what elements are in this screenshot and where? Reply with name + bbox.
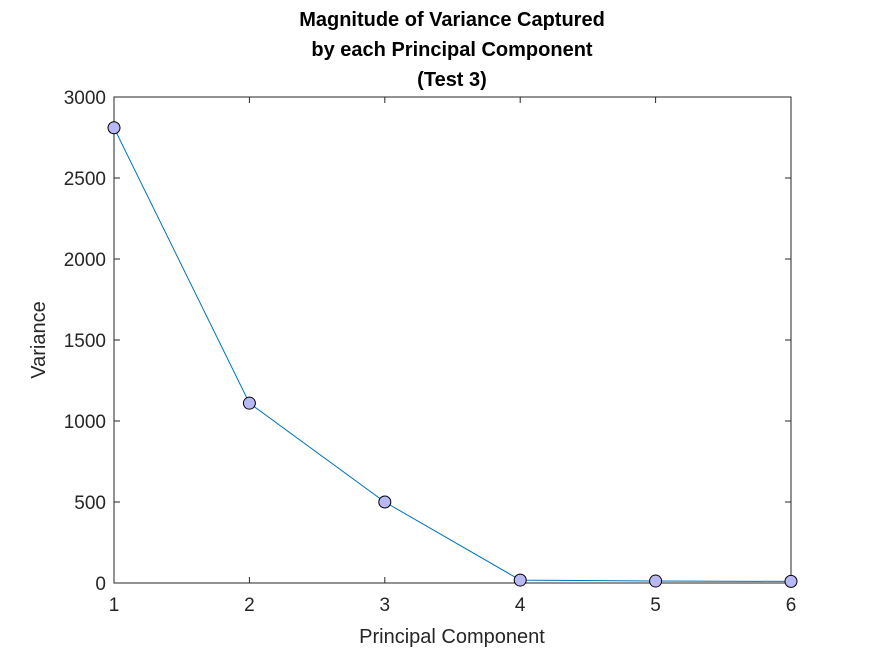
series-line: [113, 127, 792, 582]
y-tick-label: 3000: [64, 88, 106, 109]
title-line-1: Magnitude of Variance Captured: [299, 9, 605, 31]
y-tick-label: 0: [95, 574, 106, 595]
series-layer: [107, 121, 798, 588]
chart-title: Magnitude of Variance Captured by each P…: [299, 9, 605, 91]
y-tick-label: 2500: [64, 169, 106, 190]
data-point: [378, 495, 392, 509]
y-tick-label: 500: [74, 493, 106, 514]
x-tick-label: 4: [515, 595, 526, 616]
data-point: [107, 121, 121, 135]
y-tick-label: 2000: [64, 250, 106, 271]
data-point: [242, 396, 256, 410]
x-tick-label: 1: [109, 595, 120, 616]
data-point: [513, 573, 527, 587]
data-point: [784, 574, 798, 588]
y-tick-label: 1000: [64, 412, 106, 433]
y-axis-label: Variance: [28, 301, 50, 378]
x-tick-label: 3: [380, 595, 391, 616]
x-tick-label: 2: [244, 595, 255, 616]
x-axis-ticks: 1 2 3 4 5 6: [109, 97, 797, 616]
title-line-2: by each Principal Component: [311, 39, 593, 61]
y-tick-label: 1500: [64, 331, 106, 352]
x-tick-label: 5: [650, 595, 661, 616]
data-point: [649, 574, 663, 588]
x-tick-label: 6: [786, 595, 797, 616]
x-axis-label: Principal Component: [359, 626, 545, 648]
title-line-3: (Test 3): [417, 69, 487, 91]
y-axis-ticks: 0 500 1000 1500 2000 2500 3000: [64, 88, 791, 595]
plot-area-box: [113, 96, 792, 584]
